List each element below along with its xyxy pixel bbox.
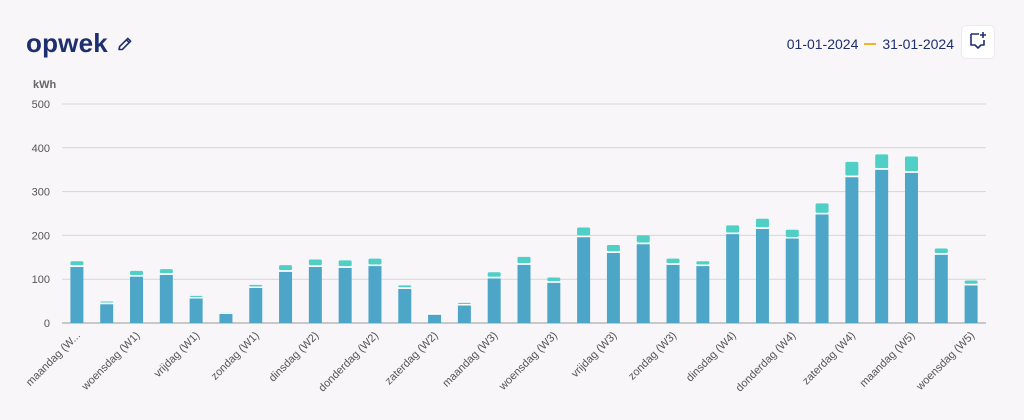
bar-segment-top bbox=[875, 154, 889, 169]
bar-segment-top bbox=[70, 261, 84, 266]
bar-segment-top bbox=[815, 203, 829, 213]
bar-segment-top bbox=[487, 272, 501, 277]
bar-segment-top bbox=[517, 256, 531, 264]
bar-segment-bottom bbox=[457, 305, 471, 323]
bar-segment-bottom bbox=[606, 252, 620, 323]
bar-segment-bottom bbox=[636, 244, 650, 323]
x-tick-label: maandag (W... bbox=[24, 330, 83, 389]
x-tick-label: maandag (W3) bbox=[440, 330, 500, 390]
date-range[interactable]: 01-01-2024 31-01-2024 bbox=[787, 36, 954, 52]
y-tick-label: 0 bbox=[44, 318, 50, 330]
bar-segment-top bbox=[279, 265, 293, 271]
bar-segment-top bbox=[785, 229, 799, 237]
bar-segment-bottom bbox=[368, 266, 382, 323]
bar-segment-top bbox=[636, 235, 650, 243]
bar-segment-top bbox=[755, 218, 769, 228]
bar-segment-bottom bbox=[547, 282, 561, 323]
bar-segment-bottom bbox=[845, 177, 859, 323]
bar-segment-top bbox=[308, 259, 322, 266]
date-separator bbox=[864, 43, 877, 45]
y-tick-label: 400 bbox=[32, 143, 50, 155]
bar-segment-top bbox=[606, 245, 620, 252]
bar-segment-bottom bbox=[934, 254, 948, 323]
bar-segment-bottom bbox=[219, 313, 233, 323]
bar-segment-bottom bbox=[279, 271, 293, 323]
bar-segment-bottom bbox=[428, 314, 442, 323]
bar-segment-bottom bbox=[875, 169, 889, 323]
page-title: opwek bbox=[26, 28, 108, 58]
x-tick-label: zaterdag (W2) bbox=[383, 330, 441, 388]
x-tick-label: zondag (W1) bbox=[209, 330, 262, 383]
bar-segment-bottom bbox=[100, 304, 114, 323]
x-tick-label: donderdag (W4) bbox=[734, 330, 799, 395]
bar-segment-top bbox=[368, 258, 382, 265]
bar-segment-bottom bbox=[487, 278, 501, 323]
y-tick-label: 100 bbox=[32, 274, 50, 286]
title-area: opwek bbox=[26, 28, 134, 59]
bar-segment-bottom bbox=[308, 266, 322, 323]
bar-segment-top bbox=[249, 284, 263, 287]
date-end: 31-01-2024 bbox=[882, 36, 954, 52]
bar-segment-bottom bbox=[338, 267, 352, 323]
y-tick-label: 300 bbox=[32, 187, 50, 199]
x-tick-label: woensdag (W1) bbox=[79, 330, 143, 394]
bar-segment-top bbox=[159, 269, 173, 274]
bar-segment-top bbox=[547, 277, 561, 282]
bar-segment-top bbox=[100, 301, 114, 303]
bar-segment-bottom bbox=[696, 266, 710, 323]
bar-segment-top bbox=[964, 280, 978, 284]
bar-segment-bottom bbox=[755, 228, 769, 323]
x-tick-label: woensdag (W5) bbox=[914, 330, 978, 394]
add-comment-button[interactable] bbox=[962, 26, 994, 58]
x-tick-label: maandag (W5) bbox=[858, 330, 918, 390]
bar-segment-top bbox=[666, 258, 680, 264]
bar-segment-top bbox=[726, 225, 740, 233]
bar-segment-bottom bbox=[815, 214, 829, 323]
y-axis-unit: kWh bbox=[33, 79, 57, 91]
bar-segment-bottom bbox=[666, 264, 680, 323]
bar-segment-bottom bbox=[189, 298, 203, 323]
bar-segment-bottom bbox=[517, 264, 531, 323]
x-tick-label: donderdag (W2) bbox=[316, 330, 381, 395]
bar-segment-bottom bbox=[577, 237, 591, 323]
x-tick-label: dinsdag (W4) bbox=[684, 330, 739, 385]
bar-segment-bottom bbox=[130, 276, 144, 323]
x-tick-label: woensdag (W3) bbox=[496, 330, 560, 394]
date-start: 01-01-2024 bbox=[786, 36, 859, 52]
x-tick-label: dinsdag (W2) bbox=[267, 330, 322, 385]
bar-segment-top bbox=[338, 260, 352, 267]
bar-segment-top bbox=[696, 261, 710, 265]
bar-segment-bottom bbox=[785, 238, 799, 323]
bar-segment-top bbox=[577, 227, 591, 236]
x-tick-label: zaterdag (W4) bbox=[800, 330, 858, 388]
comment-add-icon bbox=[968, 30, 988, 55]
bar-segment-top bbox=[934, 248, 948, 254]
x-tick-label: vrijdag (W3) bbox=[569, 330, 619, 380]
bar-segment-top bbox=[904, 156, 918, 172]
x-tick-label: vrijdag (W1) bbox=[152, 330, 202, 380]
bar-segment-top bbox=[130, 270, 144, 276]
y-tick-label: 200 bbox=[32, 230, 50, 242]
pencil-icon[interactable] bbox=[116, 35, 134, 53]
bar-segment-bottom bbox=[726, 234, 740, 323]
bar-segment-top bbox=[398, 285, 412, 288]
bar-segment-top bbox=[189, 295, 203, 297]
bar-segment-bottom bbox=[249, 287, 263, 323]
bar-segment-top bbox=[845, 161, 859, 176]
y-tick-label: 500 bbox=[32, 99, 50, 111]
bar-segment-bottom bbox=[964, 285, 978, 323]
x-tick-label: zondag (W3) bbox=[626, 330, 679, 383]
bar-segment-bottom bbox=[904, 172, 918, 323]
bar-segment-bottom bbox=[159, 274, 173, 323]
bar-segment-bottom bbox=[398, 288, 412, 323]
bar-segment-bottom bbox=[70, 266, 84, 323]
bar-segment-top bbox=[457, 302, 471, 304]
